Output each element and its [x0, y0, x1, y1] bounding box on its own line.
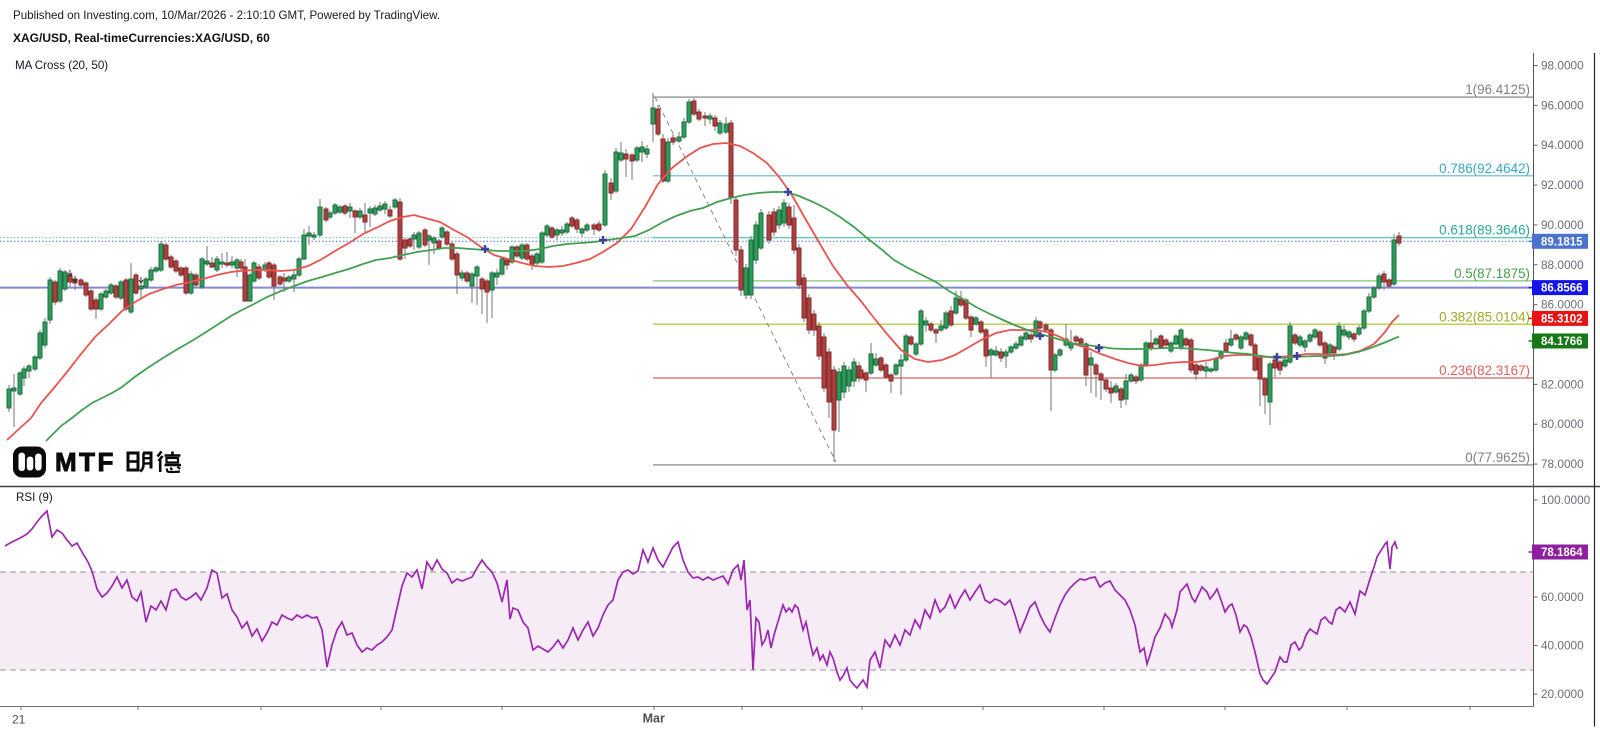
svg-text:Mar: Mar: [643, 712, 665, 726]
svg-text:86.8566: 86.8566: [1541, 283, 1583, 295]
svg-text:20.0000: 20.0000: [1541, 687, 1584, 701]
svg-text:MTF: MTF: [55, 447, 116, 477]
svg-text:82.0000: 82.0000: [1541, 377, 1584, 391]
svg-text:96.0000: 96.0000: [1541, 98, 1584, 112]
svg-text:21: 21: [12, 713, 26, 727]
svg-text:90.0000: 90.0000: [1541, 218, 1584, 232]
svg-text:92.0000: 92.0000: [1541, 178, 1584, 192]
svg-text:89.1815: 89.1815: [1541, 236, 1583, 248]
svg-text:0.5(87.1875): 0.5(87.1875): [1454, 266, 1530, 281]
svg-text:60.0000: 60.0000: [1541, 590, 1584, 604]
svg-text:0(77.9625): 0(77.9625): [1465, 450, 1530, 465]
svg-text:85.3102: 85.3102: [1541, 313, 1583, 325]
svg-text:0.236(82.3167): 0.236(82.3167): [1439, 363, 1530, 378]
svg-text:0.382(85.0104): 0.382(85.0104): [1439, 309, 1530, 324]
svg-text:88.0000: 88.0000: [1541, 258, 1584, 272]
svg-text:1(96.4125): 1(96.4125): [1465, 82, 1530, 97]
svg-text:100.0000: 100.0000: [1541, 493, 1591, 507]
svg-text:78.0000: 78.0000: [1541, 457, 1584, 471]
svg-text:98.0000: 98.0000: [1541, 59, 1584, 73]
svg-text:78.1864: 78.1864: [1541, 547, 1583, 559]
svg-text:84.1766: 84.1766: [1541, 336, 1583, 348]
svg-text:80.0000: 80.0000: [1541, 417, 1584, 431]
svg-text:40.0000: 40.0000: [1541, 639, 1584, 653]
svg-text:86.0000: 86.0000: [1541, 298, 1584, 312]
svg-text:0.786(92.4642): 0.786(92.4642): [1439, 161, 1530, 176]
svg-text:94.0000: 94.0000: [1541, 138, 1584, 152]
svg-text:0.618(89.3646): 0.618(89.3646): [1439, 223, 1530, 238]
